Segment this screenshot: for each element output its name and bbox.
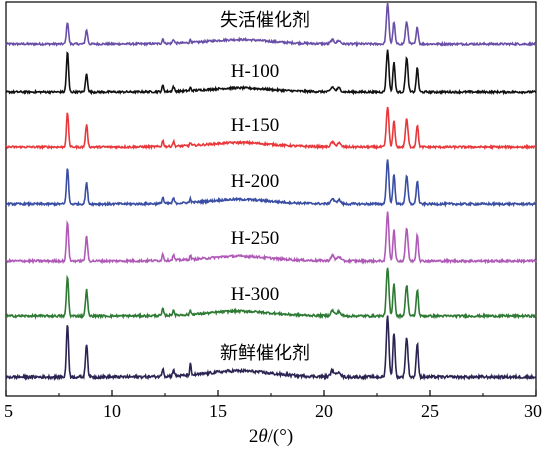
series-line-7 [5, 315, 537, 382]
series-line-4 [5, 159, 537, 208]
series-label-2: H-100 [231, 61, 280, 82]
x-axis-title-prefix: 2 [249, 426, 259, 447]
series-label-5: H-250 [231, 228, 280, 249]
x-tick-label-10: 10 [103, 401, 121, 421]
x-axis-title-theta: θ [258, 426, 267, 447]
x-axis-title: 2θ/(°) [249, 426, 293, 447]
series-label-7: 新鲜催化剂 [220, 343, 310, 364]
x-axis-title-suffix: /(°) [268, 426, 294, 447]
series-line-5 [5, 211, 537, 265]
series-line-1 [5, 3, 537, 48]
series-line-2 [5, 49, 537, 96]
series-label-4: H-200 [231, 171, 280, 192]
series-line-3 [5, 106, 537, 151]
series-label-6: H-300 [231, 284, 280, 305]
x-tick-label-20: 20 [315, 401, 333, 421]
x-tick-label-30: 30 [524, 401, 542, 421]
x-tick-label-15: 15 [209, 401, 227, 421]
series-line-6 [5, 267, 537, 320]
series-label-1: 失活催化剂 [220, 10, 310, 31]
series-label-group: 失活催化剂 H-100 H-150 H-200 H-250 H-300 新鲜催化剂 [220, 10, 310, 364]
x-tick-label-5: 5 [4, 401, 13, 421]
series-label-3: H-150 [231, 115, 280, 136]
x-tick-label-25: 25 [421, 401, 439, 421]
series-group [5, 3, 537, 382]
x-axis-ticks: 5 10 15 20 25 30 [4, 390, 542, 421]
